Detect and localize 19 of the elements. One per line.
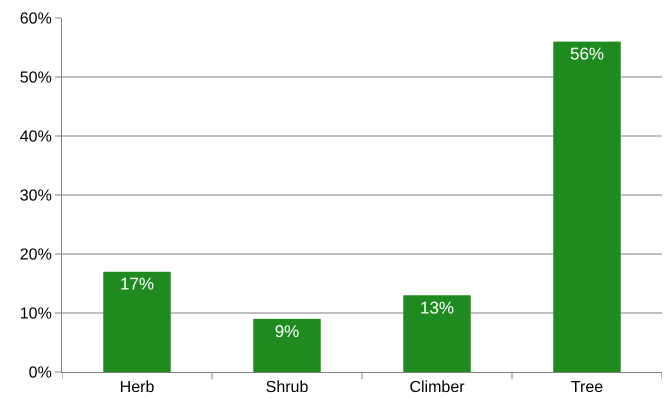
data-label: 9%: [274, 322, 300, 341]
bar: [253, 318, 321, 372]
y-tick-label: 20%: [20, 246, 52, 264]
y-tick-label: 40%: [20, 128, 52, 146]
y-tick-label: 0%: [28, 364, 52, 382]
x-tick-label: Herb: [120, 379, 154, 396]
x-tick-label: Shrub: [266, 379, 308, 396]
y-tick-label: 50%: [20, 70, 52, 87]
y-tick-label: 30%: [20, 188, 52, 205]
bar: [553, 42, 621, 372]
y-tick-label: 60%: [20, 10, 52, 28]
bar: [103, 272, 171, 372]
data-label: 56%: [570, 44, 604, 64]
x-tick-label: Tree: [570, 379, 604, 396]
data-label: 17%: [120, 274, 154, 294]
y-tick-label: 10%: [20, 306, 52, 323]
x-tick-label: Climber: [409, 379, 466, 396]
data-label: 13%: [420, 298, 454, 318]
bar: [403, 295, 471, 372]
